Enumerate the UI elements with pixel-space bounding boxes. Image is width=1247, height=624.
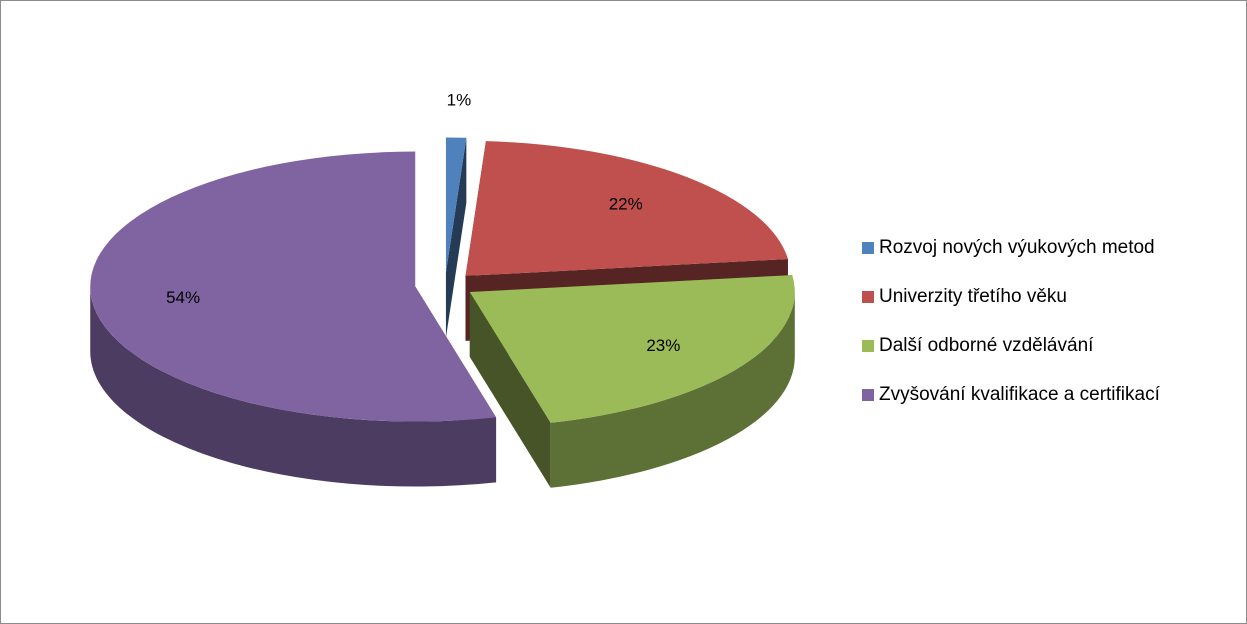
data-label: 23% bbox=[646, 336, 680, 355]
legend-label: Univerzity třetího věku bbox=[879, 286, 1067, 307]
slice-top bbox=[465, 141, 788, 276]
pie-slice bbox=[445, 137, 467, 338]
legend-label: Rozvoj nových výukových metod bbox=[879, 237, 1155, 258]
slice-wall bbox=[550, 292, 795, 488]
data-label: 22% bbox=[609, 195, 643, 214]
pie-slice bbox=[469, 275, 795, 488]
pie-slice bbox=[90, 151, 497, 487]
legend-swatch bbox=[862, 340, 874, 352]
slice-side bbox=[469, 292, 551, 488]
data-label: 1% bbox=[447, 91, 472, 110]
legend-swatch bbox=[862, 291, 874, 303]
slice-top bbox=[469, 275, 795, 423]
slice-top bbox=[90, 151, 497, 422]
slice-top bbox=[445, 137, 467, 273]
slice-wall bbox=[90, 286, 497, 487]
data-label: 54% bbox=[166, 288, 200, 307]
legend-label: Další odborné vzdělávání bbox=[879, 335, 1094, 356]
slice-side bbox=[445, 137, 467, 338]
legend-label: Zvyšování kvalifikace a certifikací bbox=[879, 384, 1161, 405]
legend-swatch bbox=[862, 389, 874, 401]
legend-swatch bbox=[862, 242, 874, 254]
